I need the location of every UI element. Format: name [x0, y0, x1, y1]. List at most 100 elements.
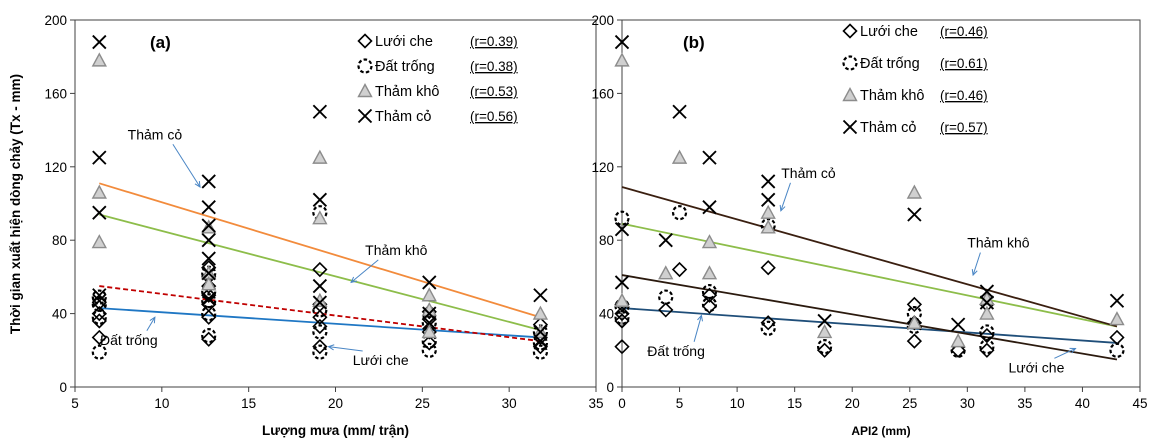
data-point — [91, 313, 107, 329]
data-point — [816, 342, 833, 358]
data-point — [614, 338, 630, 355]
data-point — [658, 233, 673, 248]
data-point — [91, 344, 107, 360]
data-point — [201, 266, 216, 281]
data-point — [701, 265, 718, 280]
legend-label: Đất trống — [860, 56, 920, 72]
annotation-arrowhead — [194, 180, 201, 188]
y-tick-label: 160 — [591, 86, 614, 101]
x-tick-label: 0 — [618, 396, 626, 411]
data-point — [614, 52, 630, 67]
data-point — [614, 275, 630, 290]
data-point — [201, 306, 217, 322]
data-point — [614, 309, 630, 325]
data-point — [201, 293, 217, 309]
data-point — [422, 315, 437, 330]
annotation-label: Lưới che — [353, 352, 409, 368]
x-tick-label: 30 — [502, 396, 517, 411]
data-point — [701, 296, 718, 313]
legend-label: Thảm cỏ — [375, 109, 431, 125]
data-point — [614, 292, 630, 307]
legend-r-value: (r=0.39) — [470, 34, 518, 49]
x-tick-label: 30 — [960, 396, 975, 411]
annotation-label: Thảm cỏ — [128, 126, 183, 142]
trend-line-1 — [621, 307, 1118, 344]
data-point — [421, 324, 437, 340]
data-point — [421, 342, 437, 358]
data-point — [312, 292, 328, 307]
legend-marker — [842, 119, 858, 135]
annotation-arrowhead — [327, 344, 335, 351]
annotation-label: Thảm khô — [365, 242, 427, 258]
x-tick-label: 20 — [328, 396, 343, 411]
annotation-arrow — [1054, 348, 1076, 359]
data-point — [1109, 311, 1125, 326]
legend-label: Thảm khô — [375, 84, 439, 100]
x-tick-label: 25 — [902, 396, 917, 411]
legend-marker — [357, 83, 373, 98]
chart-panel-b: 0 5 10 15 20 25 30 35 40 45 0 40 80 120 160 200 API2 (mm… — [591, 13, 1147, 438]
y-tick-label: 120 — [591, 160, 614, 175]
data-point — [702, 199, 717, 215]
data-point — [201, 331, 217, 347]
data-point — [906, 333, 923, 349]
data-point — [312, 278, 328, 294]
annotation-label: Đất trống — [100, 332, 158, 348]
data-point — [671, 261, 688, 278]
legend-marker — [842, 23, 858, 39]
data-point — [658, 302, 674, 318]
data-point — [201, 278, 217, 294]
x-tick-label: 10 — [154, 396, 169, 411]
data-point — [658, 265, 674, 280]
legend-r-value: (r=0.53) — [470, 84, 518, 99]
data-point — [312, 344, 328, 360]
y-tick-label: 200 — [591, 13, 614, 28]
data-point — [92, 205, 107, 220]
data-point — [91, 329, 107, 346]
legend-label: Thảm khô — [860, 88, 924, 104]
data-point — [979, 342, 995, 358]
data-point — [201, 218, 216, 233]
data-point — [979, 295, 995, 310]
data-point — [701, 298, 718, 314]
data-point — [312, 205, 328, 221]
data-point — [533, 288, 548, 303]
data-point — [421, 287, 437, 302]
data-point — [816, 339, 833, 355]
data-point — [817, 313, 832, 329]
data-point — [312, 324, 328, 340]
y-tick-label: 160 — [44, 86, 67, 101]
panel-label: (b) — [683, 33, 705, 52]
data-point — [816, 323, 833, 339]
y-tick-label: 80 — [52, 233, 67, 248]
series-2-points — [614, 205, 1125, 358]
x-tick-label: 25 — [415, 396, 430, 411]
annotation-label: Lưới che — [1008, 359, 1064, 375]
y-tick-label: 80 — [599, 233, 614, 248]
legend-r-value: (r=0.38) — [470, 59, 518, 74]
y-tick-label: 40 — [52, 307, 67, 322]
y-tick-label: 200 — [44, 13, 67, 28]
data-point — [201, 291, 216, 307]
series-3-points — [614, 52, 1125, 348]
data-point — [614, 34, 630, 50]
annotation-arrowhead — [971, 269, 978, 277]
data-point — [672, 104, 687, 119]
annotation-arrow — [350, 259, 379, 283]
data-point — [92, 34, 107, 50]
data-point — [906, 184, 923, 199]
x-tick-label: 35 — [588, 396, 603, 411]
data-point — [760, 219, 776, 234]
trend-line-2 — [621, 274, 1118, 361]
data-point — [979, 284, 995, 299]
data-point — [906, 314, 923, 329]
data-point — [906, 306, 922, 322]
data-point — [92, 288, 107, 303]
trend-line-4 — [99, 182, 541, 319]
legend-r-value: (r=0.46) — [940, 88, 988, 103]
x-tick-label: 40 — [1075, 396, 1090, 411]
data-point — [614, 313, 630, 329]
annotation-arrow — [172, 144, 201, 188]
legend-label: Lưới che — [860, 24, 918, 40]
data-point — [614, 210, 630, 226]
